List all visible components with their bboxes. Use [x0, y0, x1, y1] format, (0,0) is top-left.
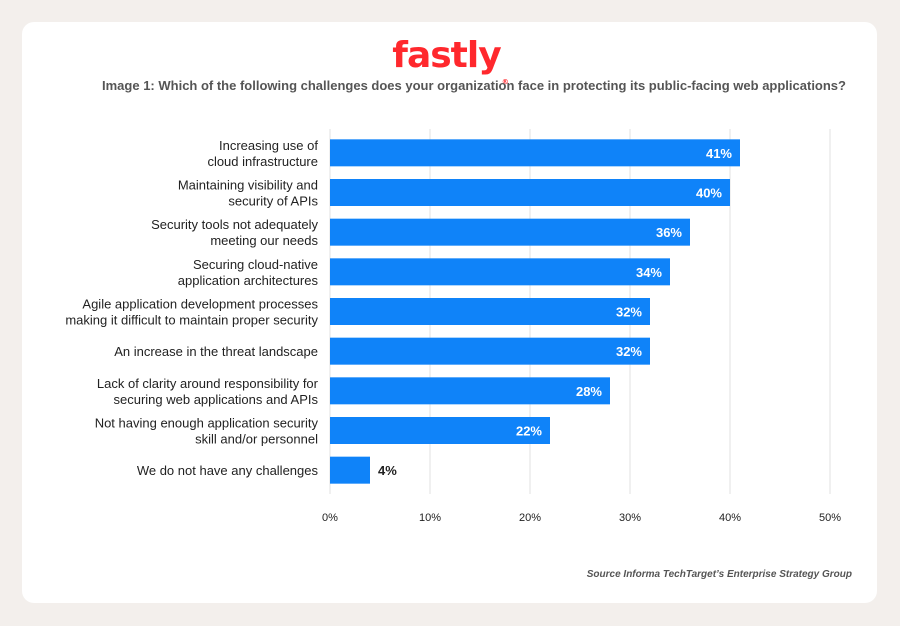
value-label: 22% [516, 424, 542, 439]
value-label: 41% [706, 146, 732, 161]
fastly-logo: fastly® [0, 35, 900, 87]
bar [330, 218, 690, 246]
bar [330, 456, 370, 484]
value-label: 32% [616, 305, 642, 320]
category-label: Lack of clarity around responsibility fo… [97, 376, 319, 407]
category-label: An increase in the threat landscape [114, 344, 318, 359]
value-label: 32% [616, 344, 642, 359]
category-label-line: cloud infrastructure [207, 154, 318, 169]
category-label-line: making it difficult to maintain proper s… [65, 313, 318, 328]
category-label-line: We do not have any challenges [137, 463, 319, 478]
x-tick-label: 40% [719, 512, 741, 524]
bar [330, 337, 650, 365]
category-label-line: An increase in the threat landscape [114, 344, 318, 359]
category-label-line: Agile application development processes [82, 297, 318, 312]
bar [330, 417, 550, 444]
category-label-line: skill and/or personnel [195, 432, 318, 447]
category-label-line: Increasing use of [219, 138, 318, 153]
category-label-line: security of APIs [228, 194, 318, 209]
category-label-line: Maintaining visibility and [178, 178, 318, 193]
bar [330, 139, 740, 167]
fastly-logo-text: fastly [392, 35, 501, 76]
value-label: 28% [576, 384, 602, 399]
category-label-line: securing web applications and APIs [113, 392, 318, 407]
category-label: Agile application development processes m… [65, 297, 318, 328]
value-label: 36% [656, 225, 682, 240]
x-tick-label: 30% [619, 512, 641, 524]
chart-subtitle: Image 1: Which of the following challeng… [102, 78, 846, 93]
category-label-line: application architectures [178, 273, 319, 288]
category-label: Not having enough application security sk… [95, 416, 319, 447]
x-tick-label: 10% [419, 512, 441, 524]
category-label-line: Security tools not adequately [151, 217, 318, 232]
value-label: 40% [696, 186, 722, 201]
x-tick-label: 20% [519, 512, 541, 524]
category-label-line: meeting our needs [210, 233, 318, 248]
bar [330, 298, 650, 325]
category-label-line: Lack of clarity around responsibility fo… [97, 376, 319, 391]
value-label: 4% [378, 463, 397, 478]
category-label: Securing cloud-native application archite… [178, 257, 319, 288]
category-label-line: Not having enough application security [95, 416, 319, 431]
x-tick-label: 0% [322, 512, 338, 524]
category-label: Security tools not adequately meeting our… [151, 217, 318, 248]
category-label: Maintaining visibility and security of AP… [178, 178, 319, 209]
category-label-line: Securing cloud-native [193, 257, 318, 272]
value-label: 34% [636, 265, 662, 280]
bar [330, 179, 730, 206]
source-note: Source Informa TechTarget’s Enterprise S… [586, 569, 852, 580]
category-label: Increasing use of cloud infrastructure [207, 138, 318, 169]
x-tick-label: 50% [819, 512, 841, 524]
bar [330, 258, 670, 286]
bar [330, 377, 610, 405]
registered-mark: ® [501, 78, 509, 86]
category-label: We do not have any challenges [137, 463, 319, 478]
